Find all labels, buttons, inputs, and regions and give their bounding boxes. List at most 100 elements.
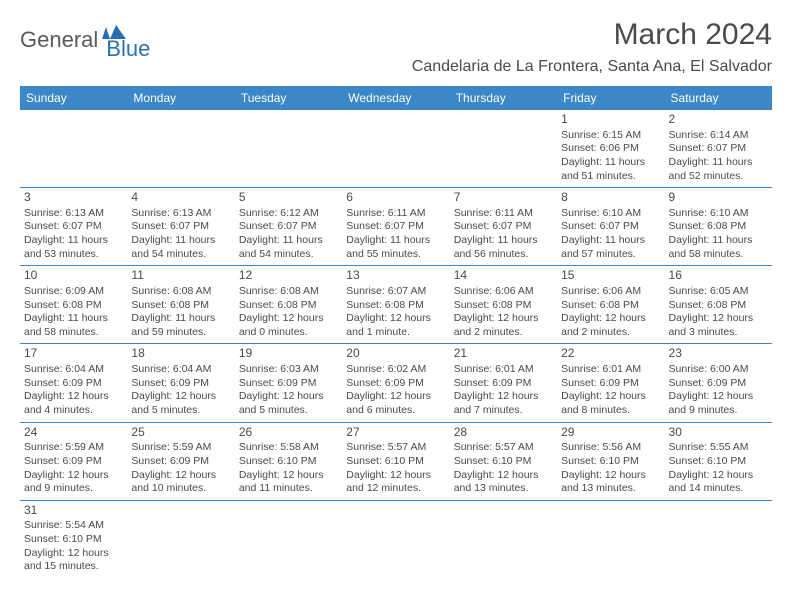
logo: General Blue <box>20 18 150 62</box>
calendar-day-cell: 22Sunrise: 6:01 AMSunset: 6:09 PMDayligh… <box>557 344 664 422</box>
sunrise-line: Sunrise: 6:02 AM <box>346 363 445 377</box>
day-number: 30 <box>669 425 768 441</box>
daylight-line: Daylight: 11 hours and 56 minutes. <box>454 234 553 261</box>
calendar-day-cell <box>450 500 557 578</box>
sunrise-line: Sunrise: 5:57 AM <box>454 441 553 455</box>
sunrise-line: Sunrise: 6:12 AM <box>239 207 338 221</box>
daylight-line: Daylight: 12 hours and 0 minutes. <box>239 312 338 339</box>
calendar-day-cell: 10Sunrise: 6:09 AMSunset: 6:08 PMDayligh… <box>20 266 127 344</box>
day-number: 11 <box>131 268 230 284</box>
sunrise-line: Sunrise: 6:01 AM <box>454 363 553 377</box>
daylight-line: Daylight: 12 hours and 6 minutes. <box>346 390 445 417</box>
sunset-line: Sunset: 6:09 PM <box>561 377 660 391</box>
weekday-header: Friday <box>557 86 664 110</box>
calendar-body: 1Sunrise: 6:15 AMSunset: 6:06 PMDaylight… <box>20 110 772 578</box>
sunrise-line: Sunrise: 6:09 AM <box>24 285 123 299</box>
sunset-line: Sunset: 6:08 PM <box>239 299 338 313</box>
sunrise-line: Sunrise: 6:13 AM <box>24 207 123 221</box>
sunrise-line: Sunrise: 6:08 AM <box>239 285 338 299</box>
daylight-line: Daylight: 12 hours and 13 minutes. <box>454 469 553 496</box>
calendar-day-cell: 15Sunrise: 6:06 AMSunset: 6:08 PMDayligh… <box>557 266 664 344</box>
calendar-day-cell: 30Sunrise: 5:55 AMSunset: 6:10 PMDayligh… <box>665 422 772 500</box>
day-number: 6 <box>346 190 445 206</box>
sunrise-line: Sunrise: 6:10 AM <box>561 207 660 221</box>
calendar-day-cell <box>557 500 664 578</box>
daylight-line: Daylight: 12 hours and 15 minutes. <box>24 547 123 574</box>
day-number: 19 <box>239 346 338 362</box>
calendar-day-cell: 17Sunrise: 6:04 AMSunset: 6:09 PMDayligh… <box>20 344 127 422</box>
daylight-line: Daylight: 11 hours and 55 minutes. <box>346 234 445 261</box>
calendar-day-cell <box>20 110 127 188</box>
day-number: 4 <box>131 190 230 206</box>
daylight-line: Daylight: 12 hours and 3 minutes. <box>669 312 768 339</box>
day-number: 9 <box>669 190 768 206</box>
day-number: 12 <box>239 268 338 284</box>
calendar-day-cell: 9Sunrise: 6:10 AMSunset: 6:08 PMDaylight… <box>665 188 772 266</box>
calendar-day-cell: 7Sunrise: 6:11 AMSunset: 6:07 PMDaylight… <box>450 188 557 266</box>
weekday-header: Saturday <box>665 86 772 110</box>
daylight-line: Daylight: 12 hours and 8 minutes. <box>561 390 660 417</box>
calendar-day-cell <box>127 500 234 578</box>
sunset-line: Sunset: 6:06 PM <box>561 142 660 156</box>
sunset-line: Sunset: 6:08 PM <box>669 299 768 313</box>
daylight-line: Daylight: 11 hours and 57 minutes. <box>561 234 660 261</box>
calendar-day-cell: 25Sunrise: 5:59 AMSunset: 6:09 PMDayligh… <box>127 422 234 500</box>
weekday-header: Wednesday <box>342 86 449 110</box>
sunrise-line: Sunrise: 6:14 AM <box>669 129 768 143</box>
weekday-header: Sunday <box>20 86 127 110</box>
calendar-day-cell: 6Sunrise: 6:11 AMSunset: 6:07 PMDaylight… <box>342 188 449 266</box>
sunset-line: Sunset: 6:09 PM <box>669 377 768 391</box>
day-number: 7 <box>454 190 553 206</box>
day-number: 10 <box>24 268 123 284</box>
calendar-week-row: 1Sunrise: 6:15 AMSunset: 6:06 PMDaylight… <box>20 110 772 188</box>
weekday-header-row: SundayMondayTuesdayWednesdayThursdayFrid… <box>20 86 772 110</box>
sunset-line: Sunset: 6:09 PM <box>346 377 445 391</box>
daylight-line: Daylight: 12 hours and 5 minutes. <box>131 390 230 417</box>
sunrise-line: Sunrise: 5:55 AM <box>669 441 768 455</box>
weekday-header: Thursday <box>450 86 557 110</box>
daylight-line: Daylight: 12 hours and 2 minutes. <box>561 312 660 339</box>
calendar-day-cell: 28Sunrise: 5:57 AMSunset: 6:10 PMDayligh… <box>450 422 557 500</box>
sunset-line: Sunset: 6:08 PM <box>561 299 660 313</box>
day-number: 13 <box>346 268 445 284</box>
daylight-line: Daylight: 12 hours and 5 minutes. <box>239 390 338 417</box>
sunset-line: Sunset: 6:07 PM <box>669 142 768 156</box>
sunset-line: Sunset: 6:09 PM <box>131 377 230 391</box>
daylight-line: Daylight: 12 hours and 2 minutes. <box>454 312 553 339</box>
sunset-line: Sunset: 6:07 PM <box>239 220 338 234</box>
sunset-line: Sunset: 6:09 PM <box>454 377 553 391</box>
daylight-line: Daylight: 12 hours and 10 minutes. <box>131 469 230 496</box>
sunrise-line: Sunrise: 6:04 AM <box>131 363 230 377</box>
sunrise-line: Sunrise: 6:06 AM <box>454 285 553 299</box>
calendar-day-cell: 8Sunrise: 6:10 AMSunset: 6:07 PMDaylight… <box>557 188 664 266</box>
day-number: 8 <box>561 190 660 206</box>
daylight-line: Daylight: 11 hours and 59 minutes. <box>131 312 230 339</box>
day-number: 29 <box>561 425 660 441</box>
calendar-day-cell: 31Sunrise: 5:54 AMSunset: 6:10 PMDayligh… <box>20 500 127 578</box>
page-subtitle: Candelaria de La Frontera, Santa Ana, El… <box>412 58 772 76</box>
calendar-week-row: 10Sunrise: 6:09 AMSunset: 6:08 PMDayligh… <box>20 266 772 344</box>
calendar-day-cell <box>450 110 557 188</box>
day-number: 15 <box>561 268 660 284</box>
sunrise-line: Sunrise: 6:00 AM <box>669 363 768 377</box>
sunset-line: Sunset: 6:08 PM <box>454 299 553 313</box>
day-number: 1 <box>561 112 660 128</box>
calendar-day-cell: 24Sunrise: 5:59 AMSunset: 6:09 PMDayligh… <box>20 422 127 500</box>
sunrise-line: Sunrise: 6:05 AM <box>669 285 768 299</box>
sunset-line: Sunset: 6:07 PM <box>454 220 553 234</box>
day-number: 23 <box>669 346 768 362</box>
sunrise-line: Sunrise: 6:11 AM <box>454 207 553 221</box>
day-number: 16 <box>669 268 768 284</box>
daylight-line: Daylight: 11 hours and 53 minutes. <box>24 234 123 261</box>
day-number: 27 <box>346 425 445 441</box>
day-number: 28 <box>454 425 553 441</box>
sunrise-line: Sunrise: 5:57 AM <box>346 441 445 455</box>
daylight-line: Daylight: 11 hours and 58 minutes. <box>24 312 123 339</box>
sunset-line: Sunset: 6:07 PM <box>346 220 445 234</box>
page-title: March 2024 <box>412 18 772 52</box>
sunset-line: Sunset: 6:09 PM <box>24 377 123 391</box>
calendar-day-cell: 27Sunrise: 5:57 AMSunset: 6:10 PMDayligh… <box>342 422 449 500</box>
day-number: 25 <box>131 425 230 441</box>
day-number: 24 <box>24 425 123 441</box>
calendar-day-cell <box>665 500 772 578</box>
